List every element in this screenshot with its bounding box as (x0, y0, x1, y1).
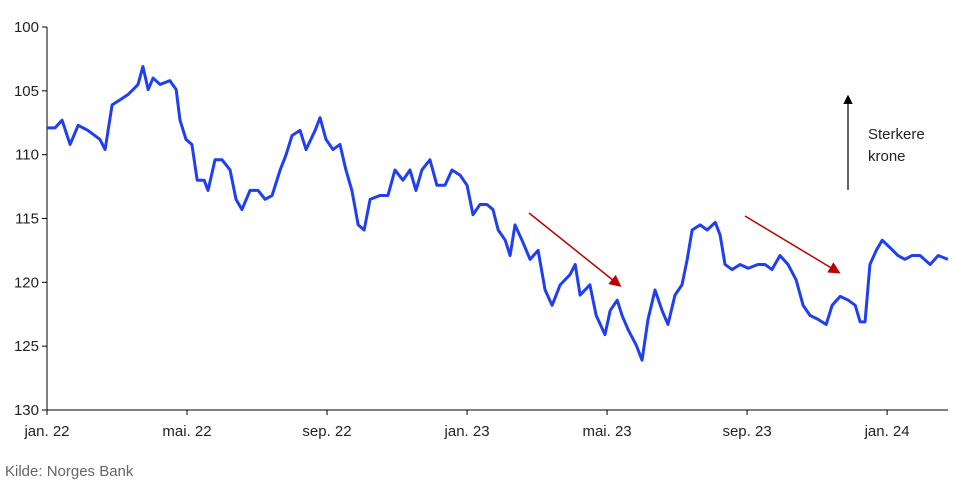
x-tick-label: sep. 22 (302, 423, 351, 440)
x-tick-label: jan. 22 (23, 423, 69, 440)
trend-arrow (528, 212, 622, 287)
y-tick-label: 120 (14, 274, 39, 291)
annotation: krone (868, 148, 906, 165)
y-tick-label: 130 (14, 402, 39, 419)
y-tick-label: 115 (15, 211, 39, 228)
annotation: Sterkere (868, 126, 925, 143)
x-tick-label: jan. 23 (444, 423, 490, 440)
x-tick-label: sep. 23 (722, 423, 771, 440)
source: Kilde: Norges Bank (5, 463, 134, 480)
line-series (47, 65, 949, 362)
y-tick-label: 105 (14, 83, 39, 100)
x-tick-label: mai. 23 (582, 423, 631, 440)
trend-arrow (744, 215, 841, 274)
y-tick-label: 100 (14, 19, 39, 36)
x-tick-label: mai. 22 (162, 423, 211, 440)
y-tick-label: 125 (14, 338, 39, 355)
x-tick-label: jan. 24 (864, 423, 910, 440)
y-tick-label: 110 (15, 147, 39, 164)
